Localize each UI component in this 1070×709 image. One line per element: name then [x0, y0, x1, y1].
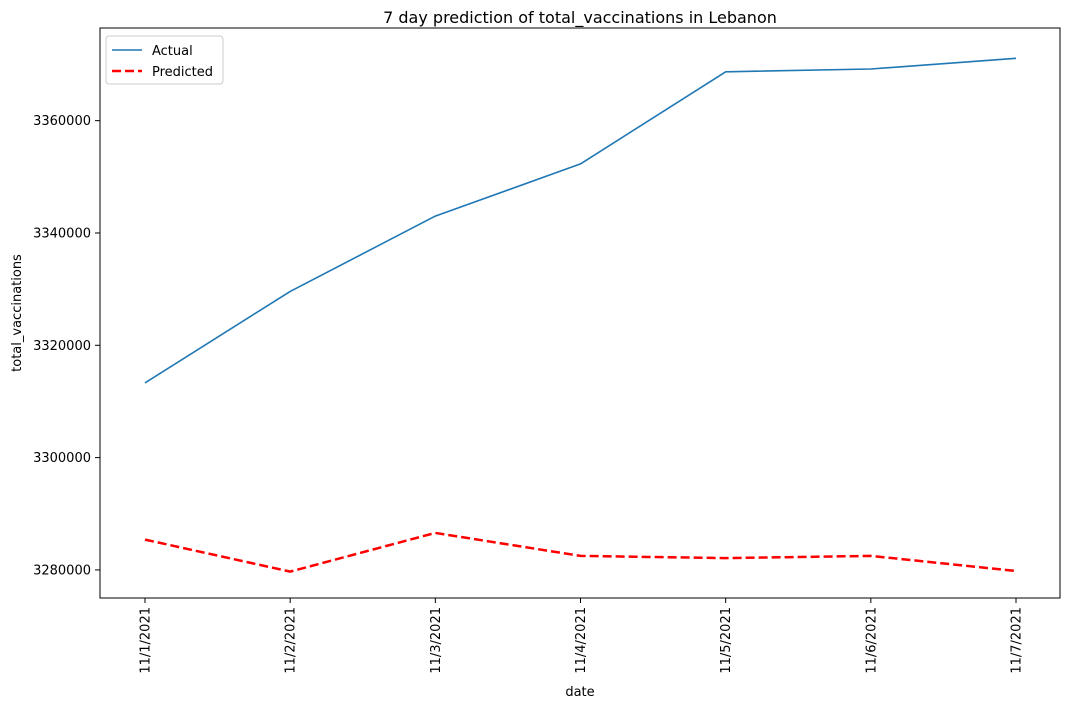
- x-tick-label: 11/2/2021: [284, 607, 299, 674]
- y-tick-label: 3300000: [33, 451, 91, 466]
- y-tick-label: 3280000: [33, 563, 91, 578]
- legend-box: [105, 35, 224, 85]
- legend-label-predicted: Predicted: [152, 65, 213, 80]
- y-tick-label: 3320000: [33, 339, 91, 354]
- x-axis-label: date: [565, 685, 594, 700]
- y-tick-label: 3340000: [33, 226, 91, 241]
- plot-frame: [99, 27, 1061, 599]
- legend: Actual Predicted: [105, 35, 224, 85]
- y-axis: 3280000 3300000 3320000 3340000 3360000: [33, 114, 100, 578]
- x-axis: 11/1/2021 11/2/2021 11/3/2021 11/4/2021 11/5…: [139, 598, 1025, 674]
- x-tick-label: 11/4/2021: [574, 607, 589, 674]
- y-axis-label: total_vaccinations: [10, 254, 25, 372]
- x-tick-label: 11/5/2021: [719, 607, 734, 674]
- y-tick-label: 3360000: [33, 114, 91, 129]
- x-tick-label: 11/3/2021: [429, 607, 444, 674]
- x-tick-label: 11/1/2021: [139, 607, 154, 674]
- series-line-predicted: [144, 531, 1017, 573]
- legend-label-actual: Actual: [152, 44, 193, 59]
- x-tick-label: 11/7/2021: [1010, 607, 1025, 674]
- series-layer: [144, 57, 1017, 573]
- series-line-actual: [144, 57, 1017, 384]
- chart-title: 7 day prediction of total_vaccinations i…: [383, 8, 777, 28]
- x-tick-label: 11/6/2021: [864, 607, 879, 674]
